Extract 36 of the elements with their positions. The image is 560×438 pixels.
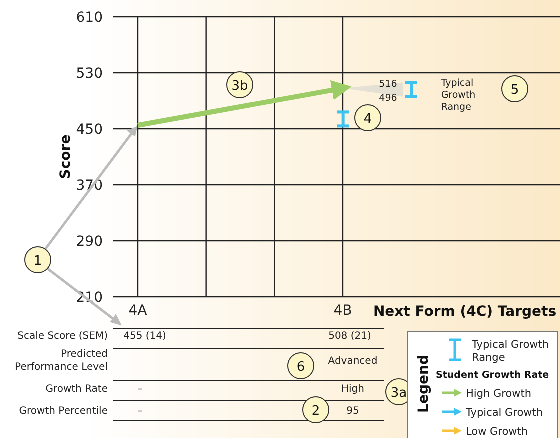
text: Predicted Performance Level — [15, 349, 108, 373]
numbered-circle: 1 — [24, 246, 52, 274]
text: – — [138, 406, 142, 417]
numbered-circle: 2 — [302, 396, 330, 424]
x-tick-label: 4B — [334, 302, 352, 319]
legend-title: Legend — [416, 355, 432, 413]
y-tick-label: 290 — [76, 234, 103, 250]
data-label: 455 (14) — [124, 331, 166, 342]
legend-label: Typical Growth — [465, 407, 544, 419]
text: Scale Score (SEM) — [18, 331, 108, 342]
data-label: 508 (21) — [328, 331, 372, 342]
legend-label: Typical Growth Range — [471, 339, 550, 364]
text: Growth Percentile — [19, 406, 108, 417]
text: Advanced — [328, 356, 378, 367]
annotation: 516 — [379, 78, 398, 90]
y-tick-label: 530 — [76, 66, 103, 82]
y-axis-title: Score — [58, 134, 74, 180]
numbered-circle: 3b — [226, 72, 254, 98]
y-tick-label: 610 — [76, 10, 103, 26]
y-tick-label: 450 — [76, 122, 103, 138]
annotation: 4 — [364, 112, 372, 127]
annotation: 3b — [232, 79, 248, 94]
annotation: Typical Growth Range — [440, 78, 476, 113]
numbered-circle: 5 — [502, 76, 528, 102]
legend-label: High Growth — [466, 388, 532, 400]
text: 95 — [346, 406, 360, 417]
text: – — [138, 384, 142, 395]
text: Student Growth Rate — [436, 370, 550, 381]
text: High — [342, 384, 364, 395]
numbered-circle: 4 — [354, 104, 382, 132]
x-axis-title: Next Form (4C) Targets — [373, 304, 557, 320]
x-tick-label: 4A — [128, 302, 148, 319]
numbered-circle: 6 — [288, 352, 314, 380]
annotation: 496 — [379, 92, 398, 104]
legend-label: Low Growth — [466, 426, 528, 438]
text: Growth Rate — [46, 384, 108, 395]
